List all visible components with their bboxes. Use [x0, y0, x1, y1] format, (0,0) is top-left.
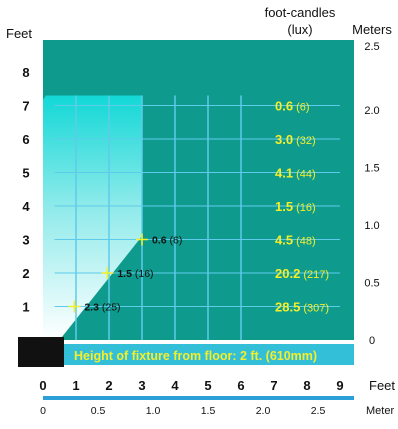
bottom-feet-tick: 7: [270, 378, 277, 393]
left-axis-ticks: 1 2 3 4 5 6 7 8: [22, 65, 30, 315]
center-readings: 28.5 (307) 20.2 (217) 4.5 (48) 1.5 (16) 4.1 …: [275, 99, 329, 315]
bottom-meter-tick: 1.0: [146, 405, 161, 417]
bottom-meter-tick: 0: [40, 405, 46, 417]
beam-markers: 0.6 (6) 1.5 (16) 2.3 (25): [68, 233, 182, 314]
beam-marker: 1.5 (16): [101, 267, 154, 280]
left-axis-label: Feet: [6, 26, 32, 41]
bottom-feet-label: Feet: [369, 378, 395, 393]
left-tick-label: 5: [22, 166, 29, 181]
right-tick-label: 1.0: [364, 220, 379, 232]
bottom-meter-tick: 2.5: [311, 405, 326, 417]
center-reading: 1.5 (16): [275, 199, 316, 214]
center-reading: 4.5 (48): [275, 233, 316, 248]
bottom-feet-tick: 2: [105, 378, 112, 393]
bottom-meter-label: Meter: [366, 405, 394, 417]
left-tick-label: 8: [22, 65, 29, 80]
left-tick-label: 6: [22, 132, 29, 147]
right-tick-label: 2.0: [364, 105, 379, 117]
center-reading: 28.5 (307): [275, 300, 329, 315]
left-tick-label: 4: [22, 199, 30, 214]
right-header-line2: (lux): [287, 22, 312, 37]
bottom-meter-ticks: 0 0.5 1.0 1.5 2.0 2.5: [40, 405, 325, 417]
bottom-feet-tick: 8: [303, 378, 310, 393]
bottom-feet-tick: 4: [171, 378, 179, 393]
beam-marker-label: 0.6 (6): [152, 235, 182, 247]
bottom-feet-tick: 9: [336, 378, 343, 393]
right-axis-label: Meters: [352, 22, 392, 37]
right-tick-label: 1.5: [364, 163, 379, 175]
left-tick-label: 7: [22, 99, 29, 114]
right-header-line1: foot-candles: [265, 5, 336, 20]
right-tick-label: 2.5: [364, 41, 379, 53]
right-tick-label: 0: [369, 335, 375, 347]
fixture-icon: [18, 337, 64, 367]
caption-bar: [63, 344, 354, 365]
bottom-feet-tick: 3: [138, 378, 145, 393]
bottom-feet-tick: 1: [72, 378, 79, 393]
beam-marker-label: 1.5 (16): [117, 268, 153, 280]
beam-marker-label: 2.3 (25): [84, 302, 120, 314]
caption-text: Height of fixture from floor: 2 ft. (610…: [74, 349, 317, 363]
bottom-meter-tick: 2.0: [256, 405, 271, 417]
right-tick-label: 0.5: [364, 278, 379, 290]
bottom-meter-tick: 1.5: [201, 405, 216, 417]
center-reading: 4.1 (44): [275, 166, 316, 181]
right-axis-ticks: 0 0.5 1.0 1.5 2.0 2.5: [364, 41, 379, 347]
bottom-feet-tick: 0: [39, 378, 46, 393]
light-beam-area: [43, 95, 142, 340]
center-reading: 20.2 (217): [275, 266, 329, 281]
bottom-feet-tick: 5: [204, 378, 211, 393]
beam-marker: 0.6 (6): [136, 233, 182, 247]
bottom-feet-tick: 6: [237, 378, 244, 393]
left-tick-label: 3: [22, 233, 29, 248]
beam-marker: 2.3 (25): [68, 300, 121, 314]
meter-scale-bar: [43, 396, 354, 400]
bottom-meter-tick: 0.5: [91, 405, 106, 417]
center-reading: 0.6 (6): [275, 99, 310, 114]
left-tick-label: 2: [22, 266, 29, 281]
bottom-feet-ticks: 0 1 2 3 4 5 6 7 8 9: [39, 378, 343, 393]
center-reading: 3.0 (32): [275, 132, 316, 147]
left-tick-label: 1: [22, 300, 29, 315]
